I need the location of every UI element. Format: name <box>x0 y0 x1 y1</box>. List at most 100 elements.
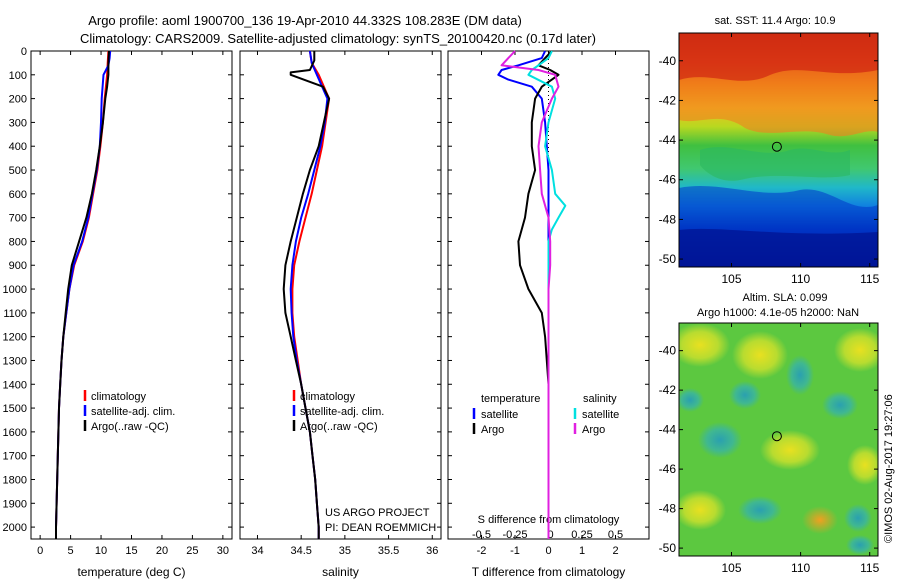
sst-map-panel: sat. SST: 11.4 Argo: 10.9 105 110 115 -40 -4… <box>659 15 880 286</box>
x-tick-label: 115 <box>860 272 879 286</box>
x-tick-label: 20 <box>156 545 168 557</box>
plot-frame <box>30 50 233 540</box>
y-tick-label: -46 <box>659 173 677 187</box>
x-axis-label: T difference from climatology <box>472 565 626 579</box>
y-tick-label: -50 <box>659 541 677 555</box>
y-tick-label: 2000 <box>3 522 27 534</box>
x-tick-label: 30 <box>217 545 229 557</box>
legend-label: Argo(..raw -QC) <box>91 421 169 433</box>
y-tick-label: 1300 <box>3 355 27 367</box>
sla-map-ticks: 105 110 115 -40 -42 -44 -46 -48 -50 <box>659 323 880 575</box>
x-tick-label: 35 <box>339 545 351 557</box>
y-tick-label: 1400 <box>3 379 27 391</box>
legend-label: satellite <box>582 409 619 421</box>
y-tick-label: 1000 <box>3 284 27 296</box>
x-axis-label: salinity <box>322 565 359 579</box>
y-tick-label: 1100 <box>3 308 27 320</box>
series-line-argo-raw-qc <box>282 51 331 539</box>
figure-subtitle: Climatology: CARS2009. Satellite-adjuste… <box>80 31 596 46</box>
y-tick-label: 900 <box>9 260 27 272</box>
legend-title-temperature: temperature <box>481 393 540 405</box>
legend-label: satellite-adj. clim. <box>91 406 175 418</box>
sst-map-title: sat. SST: 11.4 Argo: 10.9 <box>715 15 836 27</box>
x-tick-label: 5 <box>68 545 74 557</box>
sla-map-panel: Altim. SLA: 0.099 Argo h1000: 4.1e-05 h2… <box>659 292 880 575</box>
x-tick-label: 35.5 <box>378 545 399 557</box>
y-tick-label: 0 <box>21 46 27 58</box>
x-tick-label: 15 <box>125 545 137 557</box>
argo-location-marker <box>771 141 782 152</box>
y-tick-label: 1800 <box>3 474 27 486</box>
y-tick-label: -48 <box>659 502 677 516</box>
secondary-x-tick-label: 0.5 <box>608 529 623 541</box>
argo-location-marker <box>771 431 782 442</box>
sst-map-field <box>679 33 878 267</box>
x-tick-label: -1 <box>510 545 520 557</box>
secondary-x-tick-label: 0 <box>547 529 553 541</box>
x-tick-label: 2 <box>612 545 618 557</box>
sla-map-field <box>679 323 878 556</box>
legend-title-salinity: salinity <box>583 393 617 405</box>
y-tick-label: 100 <box>9 70 27 82</box>
y-tick-label: 400 <box>9 141 27 153</box>
x-tick-label: 1 <box>579 545 585 557</box>
y-tick-label: 800 <box>9 236 27 248</box>
secondary-x-tick-label: -0.25 <box>502 529 527 541</box>
sla-map-title: Altim. SLA: 0.099 <box>743 292 828 304</box>
legend-label: climatology <box>91 391 147 403</box>
x-tick-label: 105 <box>721 561 741 575</box>
y-tick-label: 1700 <box>3 451 27 463</box>
x-tick-label: 110 <box>791 561 810 575</box>
project-annotation: US ARGO PROJECT <box>325 507 430 519</box>
legend-label: Argo(..raw -QC) <box>300 421 378 433</box>
y-tick-label: -40 <box>659 344 677 358</box>
x-tick-label: 110 <box>791 272 810 286</box>
pi-annotation: PI: DEAN ROEMMICH <box>325 522 436 534</box>
x-tick-label: 34 <box>251 545 263 557</box>
legend-label: climatology <box>300 391 356 403</box>
x-tick-label: -2 <box>477 545 487 557</box>
secondary-x-tick-label: -0.5 <box>472 529 491 541</box>
plot-frame <box>239 50 442 540</box>
series-line-argo-raw-qc <box>55 50 110 539</box>
x-tick-label: 0 <box>37 545 43 557</box>
y-tick-label: 200 <box>9 94 27 106</box>
y-tick-label: 500 <box>9 165 27 177</box>
y-tick-label: -42 <box>659 383 677 397</box>
y-tick-label: -50 <box>659 252 677 266</box>
y-tick-label: -46 <box>659 462 677 476</box>
secondary-x-tick-label: 0.25 <box>571 529 592 541</box>
x-tick-label: 115 <box>860 561 879 575</box>
x-tick-label: 105 <box>721 272 741 286</box>
figure-title: Argo profile: aoml 1900700_136 19-Apr-20… <box>88 13 522 28</box>
y-tick-label: -44 <box>659 133 677 147</box>
sla-map-subtitle: Argo h1000: 4.1e-05 h2000: NaN <box>697 307 859 319</box>
y-tick-label: 1900 <box>3 498 27 510</box>
x-tick-label: 36 <box>426 545 438 557</box>
temperature-profile-panel: 0 5 10 15 20 25 300100200300400500600700800900… <box>3 46 233 579</box>
y-tick-label: -42 <box>659 93 677 107</box>
legend-label: Argo <box>582 424 605 436</box>
x-tick-label: 34.5 <box>290 545 311 557</box>
imos-timestamp: ©IMOS 02-Aug-2017 19:27:06 <box>883 394 895 543</box>
x-tick-label: 0 <box>545 545 551 557</box>
x-tick-label: 25 <box>186 545 198 557</box>
x-tick-label: 10 <box>95 545 107 557</box>
sst-map-ticks: 105 110 115 -40 -42 -44 -46 -48 -50 <box>659 33 880 286</box>
y-tick-label: 300 <box>9 117 27 129</box>
x-axis-label: temperature (deg C) <box>77 565 185 579</box>
y-tick-label: -40 <box>659 54 677 68</box>
legend-label: satellite-adj. clim. <box>300 406 384 418</box>
series-line-argo <box>500 50 560 539</box>
legend-label: Argo <box>481 424 504 436</box>
y-tick-label: 600 <box>9 189 27 201</box>
legend-label: satellite <box>481 409 518 421</box>
y-tick-label: 1200 <box>3 332 27 344</box>
y-tick-label: -48 <box>659 212 677 226</box>
y-tick-label: 1600 <box>3 427 27 439</box>
y-tick-label: 1500 <box>3 403 27 415</box>
y-tick-label: 700 <box>9 213 27 225</box>
